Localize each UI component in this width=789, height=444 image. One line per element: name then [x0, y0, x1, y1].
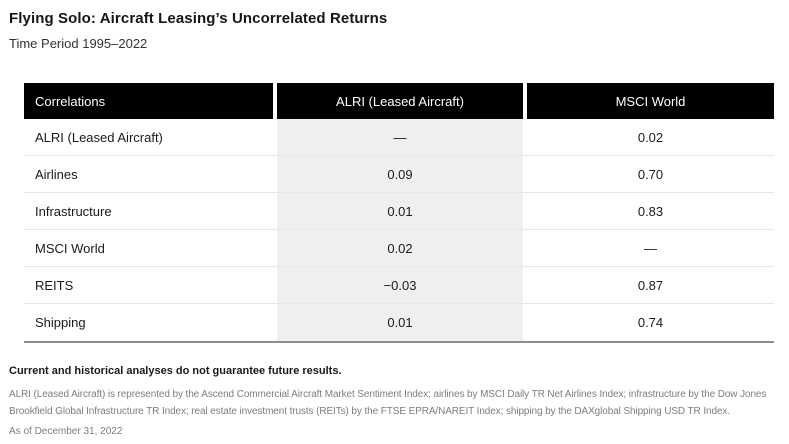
alri-correlation-value: 0.01 [277, 304, 527, 341]
table-row-msci-world: MSCI World 0.02 — [24, 230, 774, 267]
msci-correlation-value: 0.87 [637, 277, 664, 293]
table-row-infrastructure: Infrastructure 0.01 0.83 [24, 193, 774, 230]
table-row-shipping: Shipping 0.01 0.74 [24, 304, 774, 341]
msci-correlation-value: 0.83 [637, 203, 664, 219]
msci-correlation-value: — [644, 240, 657, 256]
index-sources-text: ALRI (Leased Aircraft) is represented by… [9, 389, 767, 417]
alri-correlation-value: 0.09 [277, 156, 527, 192]
row-label: Infrastructure [24, 193, 277, 229]
column-header-alri: ALRI (Leased Aircraft) [277, 83, 527, 119]
table-row-reits: REITS −0.03 0.87 [24, 267, 774, 304]
row-label: REITS [24, 267, 277, 303]
msci-correlation-value: 0.74 [637, 315, 664, 330]
figure-heading: Flying Solo: Aircraft Leasing’s Uncorrel… [0, 0, 789, 52]
alri-correlation-value: 0.01 [277, 193, 527, 229]
msci-correlation-value: 0.02 [637, 129, 664, 145]
alri-correlation-value: −0.03 [277, 267, 527, 303]
row-label: MSCI World [24, 230, 277, 266]
as-of-date: As of December 31, 2022 [9, 426, 123, 437]
msci-correlation-value: 0.70 [637, 166, 664, 182]
column-header-msci-world: MSCI World [527, 83, 774, 119]
table-header-row: Correlations ALRI (Leased Aircraft) MSCI… [24, 83, 774, 119]
table-row-alri: ALRI (Leased Aircraft) — 0.02 [24, 119, 774, 156]
table-row-airlines: Airlines 0.09 0.70 [24, 156, 774, 193]
disclaimer-text: Current and historical analyses do not g… [9, 365, 342, 377]
footnotes: Current and historical analyses do not g… [9, 364, 779, 438]
page-title: Flying Solo: Aircraft Leasing’s Uncorrel… [9, 10, 388, 27]
correlations-table: Correlations ALRI (Leased Aircraft) MSCI… [24, 83, 774, 343]
alri-correlation-value: — [277, 119, 527, 155]
alri-correlation-value: 0.02 [277, 230, 527, 266]
row-label: ALRI (Leased Aircraft) [24, 119, 277, 155]
column-header-correlations: Correlations [24, 83, 277, 119]
row-label: Shipping [24, 304, 277, 341]
row-label: Airlines [24, 156, 277, 192]
time-period-subtitle: Time Period 1995–2022 [9, 36, 148, 51]
